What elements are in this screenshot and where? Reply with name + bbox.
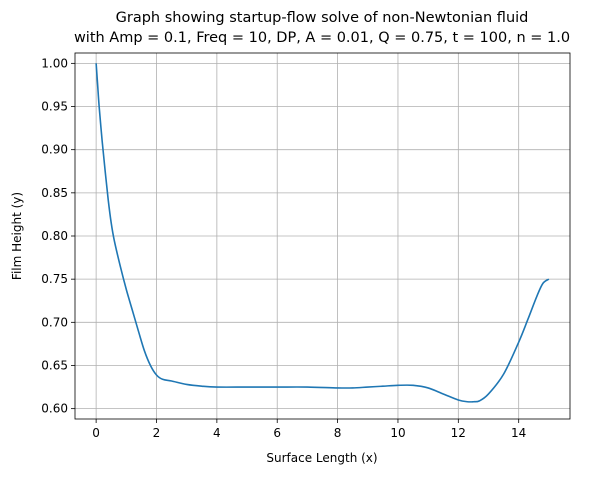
y-tick-label: 0.85 xyxy=(41,186,68,200)
y-tick-label: 0.60 xyxy=(41,402,68,416)
chart-title-line2: with Amp = 0.1, Freq = 10, DP, A = 0.01,… xyxy=(74,30,570,46)
x-tick-label: 8 xyxy=(334,426,342,440)
x-tick-label: 0 xyxy=(92,426,100,440)
y-tick-label: 0.65 xyxy=(41,358,68,372)
series-line xyxy=(95,63,550,403)
y-tick-label: 1.00 xyxy=(41,56,68,70)
x-tick-label: 6 xyxy=(273,426,281,440)
y-tick-label: 0.95 xyxy=(41,100,68,114)
x-tick-label: 14 xyxy=(511,426,526,440)
x-tick-label: 12 xyxy=(451,426,466,440)
y-tick-label: 0.90 xyxy=(41,143,68,157)
y-tick-label: 0.80 xyxy=(41,229,68,243)
y-axis-label: Film Height (y) xyxy=(10,192,24,280)
x-tick-label: 4 xyxy=(213,426,221,440)
chart-title-line1: Graph showing startup-flow solve of non-… xyxy=(116,10,529,26)
x-tick-label: 2 xyxy=(153,426,161,440)
grid-lines xyxy=(75,53,570,419)
plot-area xyxy=(95,63,550,403)
axis-ticks: 0 2 4 6 8 10 12 14 0.60 0.65 0.70 0.75 0.80 0.85 0.90 0… xyxy=(41,56,526,440)
x-tick-label: 10 xyxy=(390,426,405,440)
y-tick-label: 0.70 xyxy=(41,315,68,329)
y-tick-label: 0.75 xyxy=(41,272,68,286)
x-axis-label: Surface Length (x) xyxy=(266,451,377,465)
